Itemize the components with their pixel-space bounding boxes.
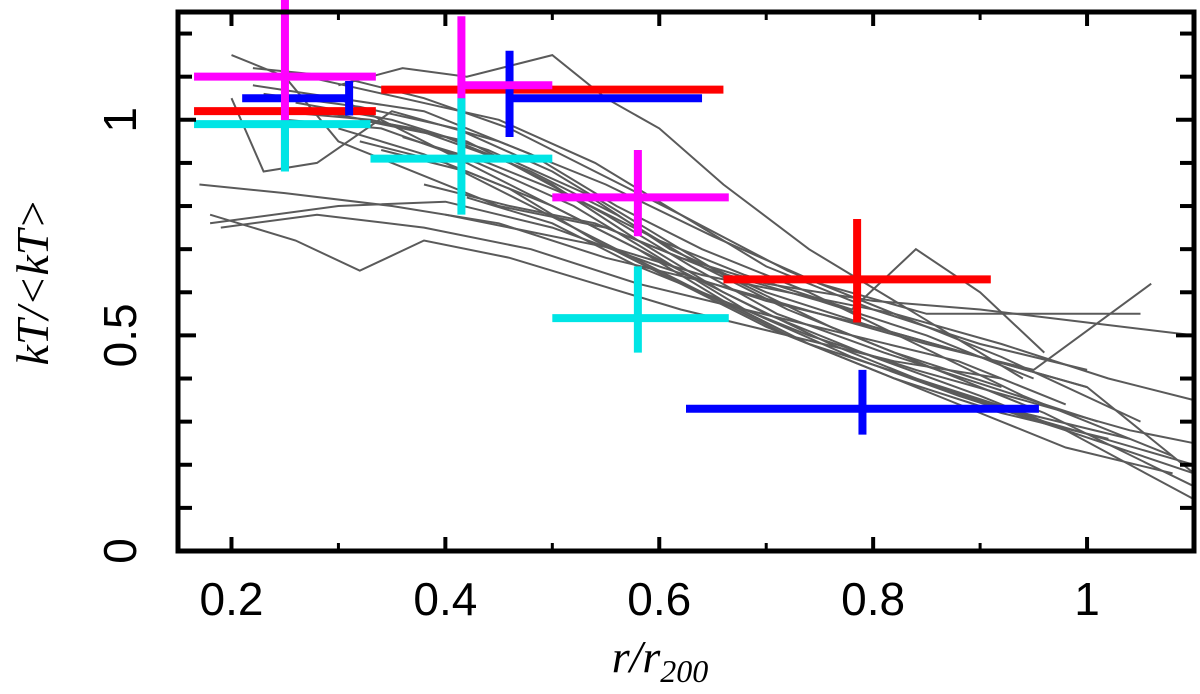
- error-bar-point: [370, 98, 553, 215]
- profile-line: [230, 97, 1141, 315]
- x-axis-label-subscript: 200: [660, 653, 708, 689]
- y-tick-label: 0: [94, 538, 146, 564]
- profile-line: [466, 196, 1195, 445]
- error-bar-point: [686, 369, 1039, 435]
- y-axis-label: kT/<kT>: [7, 199, 58, 366]
- x-tick-label: 0.6: [627, 573, 691, 625]
- error-bar-point: [505, 50, 703, 138]
- x-tick-label: 0.2: [199, 573, 263, 625]
- error-bar-point: [194, 120, 371, 172]
- error-bar-point: [552, 266, 729, 353]
- error-bar-point: [723, 218, 991, 323]
- profile-line: [306, 75, 1088, 371]
- error-bar-point: [242, 80, 354, 116]
- x-tick-label: 0.8: [841, 573, 905, 625]
- profile-line: [209, 213, 1002, 380]
- x-axis-ticks: 0.2 0.4 0.6 0.8 1: [199, 12, 1196, 625]
- profile-line: [445, 213, 1195, 402]
- profile-line: [423, 183, 1195, 337]
- y-tick-label: 1: [94, 107, 146, 133]
- profile-line: [252, 84, 1173, 458]
- plot-frame: [175, 9, 1197, 554]
- x-axis-label: r/r200: [612, 631, 709, 689]
- profile-line: [209, 200, 1195, 475]
- x-tick-label: 0.4: [413, 573, 477, 625]
- y-axis-ticks: 00.51: [94, 31, 1194, 564]
- y-tick-label: 0.5: [94, 303, 146, 367]
- profile-line: [295, 101, 1088, 389]
- error-bar-series: [194, 0, 1039, 435]
- profile-line: [316, 110, 1099, 423]
- error-bar-point: [552, 149, 729, 237]
- x-tick-label: 1: [1074, 573, 1100, 625]
